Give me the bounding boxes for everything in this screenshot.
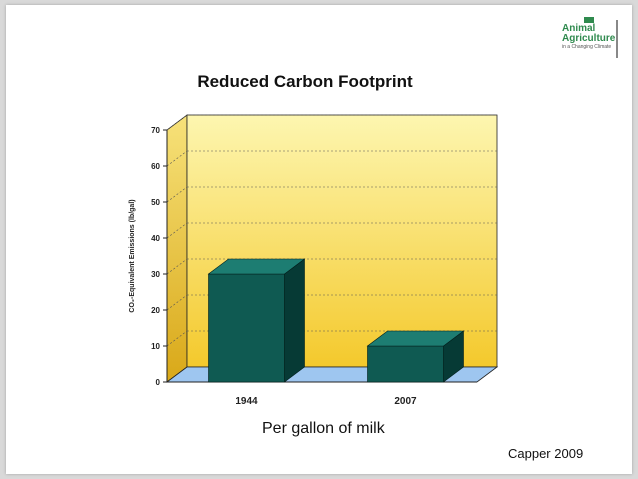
gridline-side [166, 294, 188, 311]
y-tick-label: 30 [151, 270, 160, 279]
x-tick-label: 1944 [235, 396, 258, 407]
chart-subtitle: Per gallon of milk [262, 420, 385, 437]
y-tick-label: 50 [151, 198, 160, 207]
logo: Animal Agriculture in a Changing Climate [562, 17, 632, 64]
bar-2007 [367, 345, 444, 383]
logo-line-3: in a Changing Climate [562, 44, 612, 50]
gridline-side [166, 330, 188, 347]
bar-top [366, 330, 465, 347]
y-tick-label: 60 [151, 162, 160, 171]
y-tick-label: 0 [156, 378, 161, 387]
barn-icon [584, 17, 594, 23]
gridline-side [166, 114, 188, 131]
bar-side [284, 258, 305, 383]
y-tick-label: 10 [151, 342, 160, 351]
gridline-side [166, 150, 188, 167]
y-axis-label: CO₂-Equivalent Emissions (lb/gal) [129, 199, 136, 312]
chart-title: Reduced Carbon Footprint [197, 72, 413, 91]
gridline-side [166, 186, 188, 203]
y-tick-label: 20 [151, 306, 160, 315]
y-tick-label: 70 [151, 126, 160, 135]
y-tick-label: 40 [151, 234, 160, 243]
gridline-side [166, 258, 188, 275]
gridline-side [166, 222, 188, 239]
left-wall [166, 114, 188, 383]
logo-line-1: Animal [562, 23, 596, 34]
bar-top [207, 258, 306, 275]
x-tick-label: 2007 [394, 396, 417, 407]
logo-divider [616, 20, 618, 58]
logo-line-2: Agriculture [562, 33, 616, 44]
source-citation: Capper 2009 [508, 446, 584, 461]
bar-1944 [208, 273, 285, 383]
